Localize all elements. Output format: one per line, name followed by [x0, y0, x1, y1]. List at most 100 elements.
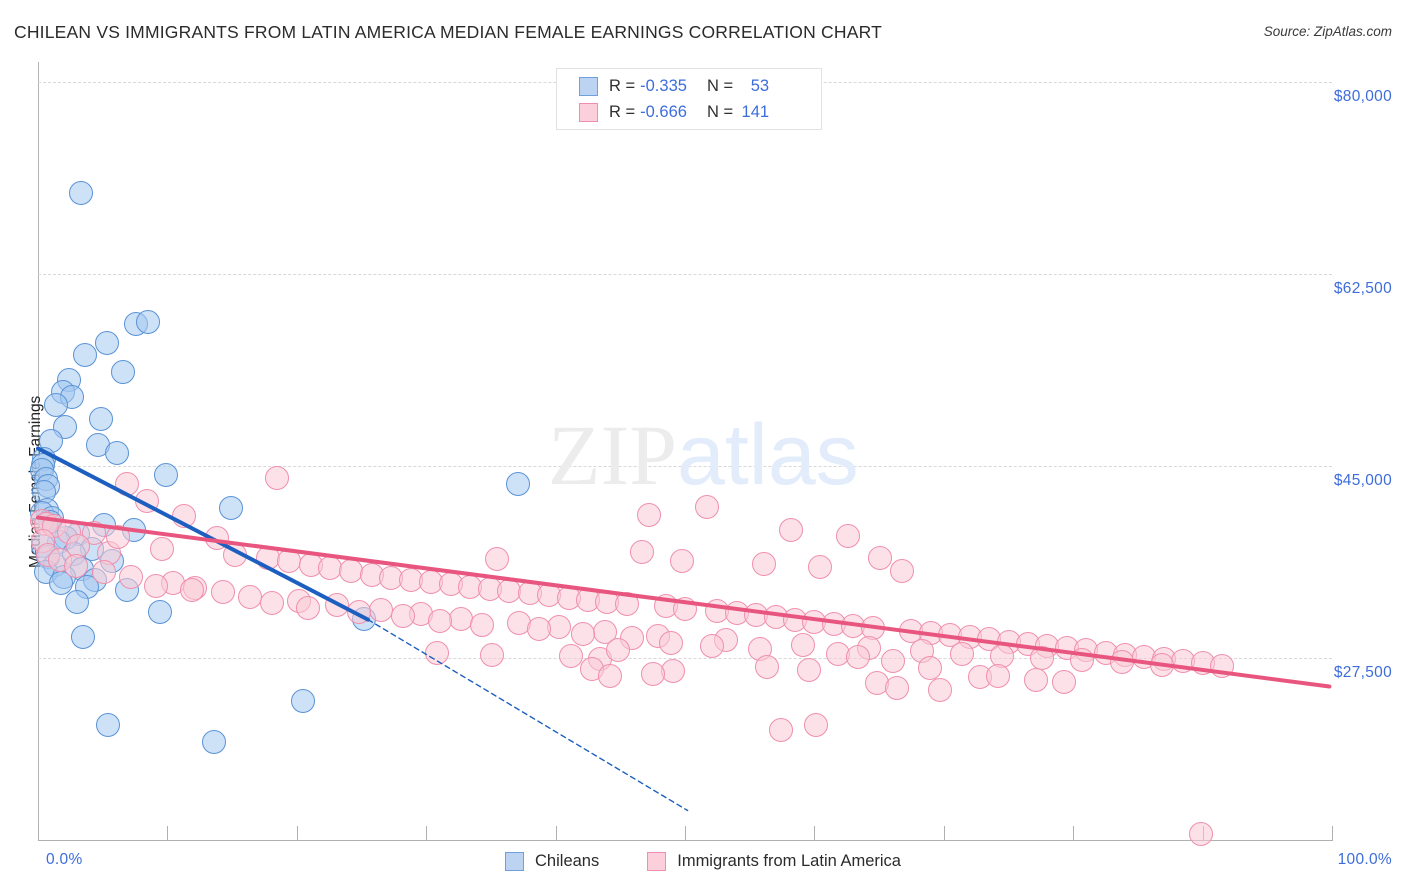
scatter-point-chileans[interactable]	[71, 625, 96, 650]
scatter-point-immigrants[interactable]	[1023, 667, 1048, 692]
scatter-point-immigrants[interactable]	[890, 559, 915, 584]
scatter-point-immigrants[interactable]	[1030, 646, 1055, 670]
scatter-point-chileans[interactable]	[218, 495, 243, 520]
scatter-point-immigrants[interactable]	[115, 471, 140, 496]
scatter-point-immigrants[interactable]	[614, 592, 639, 617]
scatter-point-immigrants[interactable]	[673, 596, 697, 621]
scatter-point-immigrants[interactable]	[605, 638, 630, 663]
scatter-point-chileans[interactable]	[72, 343, 97, 368]
scatter-point-immigrants[interactable]	[296, 595, 321, 620]
scatter-point-immigrants[interactable]	[211, 580, 236, 605]
scatter-point-chileans[interactable]	[291, 688, 316, 713]
scatter-point-immigrants[interactable]	[881, 649, 906, 674]
scatter-point-immigrants[interactable]	[790, 632, 815, 657]
scatter-point-immigrants[interactable]	[547, 615, 572, 640]
scatter-point-immigrants[interactable]	[428, 608, 453, 633]
scatter-point-immigrants[interactable]	[150, 537, 175, 562]
x-axis-tick	[1073, 826, 1074, 841]
scatter-point-immigrants[interactable]	[868, 546, 893, 571]
stats-swatch-immigrants	[579, 102, 598, 122]
scatter-point-immigrants[interactable]	[694, 494, 719, 519]
scatter-point-chileans[interactable]	[89, 406, 114, 431]
scatter-point-immigrants[interactable]	[846, 644, 871, 669]
scatter-point-immigrants[interactable]	[700, 633, 725, 658]
scatter-point-immigrants[interactable]	[265, 466, 290, 491]
scatter-point-immigrants[interactable]	[526, 617, 551, 642]
x-axis-tick	[685, 826, 686, 841]
scatter-point-immigrants[interactable]	[570, 621, 595, 646]
scatter-point-immigrants[interactable]	[751, 551, 776, 576]
scatter-point-immigrants[interactable]	[797, 658, 822, 683]
scatter-point-immigrants[interactable]	[480, 642, 505, 667]
scatter-point-chileans[interactable]	[154, 462, 179, 487]
scatter-point-immigrants[interactable]	[1189, 821, 1214, 846]
scatter-point-immigrants[interactable]	[803, 712, 828, 737]
scatter-point-immigrants[interactable]	[1070, 648, 1095, 673]
scatter-point-immigrants[interactable]	[63, 553, 88, 578]
gridline	[38, 466, 1332, 467]
scatter-point-immigrants[interactable]	[277, 549, 302, 574]
scatter-point-immigrants[interactable]	[469, 613, 494, 638]
scatter-point-immigrants[interactable]	[1052, 670, 1077, 695]
chart-legend: Chileans Immigrants from Latin America	[0, 852, 1406, 871]
scatter-point-chileans[interactable]	[135, 310, 160, 335]
scatter-point-immigrants[interactable]	[836, 524, 861, 549]
scatter-point-immigrants[interactable]	[260, 591, 285, 616]
scatter-point-chileans[interactable]	[506, 471, 531, 496]
scatter-point-immigrants[interactable]	[807, 554, 832, 579]
scatter-point-immigrants[interactable]	[119, 564, 144, 589]
scatter-point-immigrants[interactable]	[1210, 653, 1234, 678]
scatter-point-immigrants[interactable]	[91, 560, 116, 585]
scatter-point-immigrants[interactable]	[179, 577, 204, 602]
x-axis-tick	[38, 826, 39, 841]
scatter-point-immigrants[interactable]	[658, 630, 683, 655]
scatter-point-chileans[interactable]	[111, 359, 136, 384]
scatter-point-immigrants[interactable]	[1150, 652, 1175, 677]
scatter-point-immigrants[interactable]	[222, 542, 247, 567]
watermark-zip: ZIP	[548, 407, 677, 503]
scatter-point-immigrants[interactable]	[424, 640, 449, 665]
scatter-point-chileans[interactable]	[64, 590, 89, 615]
scatter-point-immigrants[interactable]	[927, 677, 952, 702]
scatter-point-immigrants[interactable]	[134, 489, 159, 514]
scatter-point-immigrants[interactable]	[949, 641, 974, 666]
scatter-point-immigrants[interactable]	[885, 675, 910, 700]
scatter-point-immigrants[interactable]	[636, 503, 661, 528]
scatter-point-immigrants[interactable]	[597, 663, 622, 688]
scatter-point-immigrants[interactable]	[172, 504, 197, 529]
scatter-point-immigrants[interactable]	[106, 525, 131, 550]
scatter-point-immigrants[interactable]	[238, 584, 263, 609]
stats-swatch-chileans	[579, 76, 598, 96]
scatter-point-chileans[interactable]	[104, 440, 129, 465]
scatter-point-immigrants[interactable]	[630, 539, 655, 564]
scatter-point-immigrants[interactable]	[559, 643, 584, 668]
scatter-point-immigrants[interactable]	[986, 663, 1011, 688]
scatter-point-chileans[interactable]	[68, 180, 93, 205]
scatter-point-chileans[interactable]	[147, 599, 172, 624]
scatter-point-immigrants[interactable]	[917, 655, 942, 680]
scatter-point-immigrants[interactable]	[346, 599, 371, 624]
scatter-point-immigrants[interactable]	[368, 597, 393, 622]
scatter-point-immigrants[interactable]	[754, 654, 779, 679]
legend-swatch-immigrants	[647, 852, 667, 871]
scatter-point-immigrants[interactable]	[324, 593, 349, 618]
scatter-point-chileans[interactable]	[44, 392, 69, 417]
scatter-point-immigrants[interactable]	[640, 662, 665, 687]
scatter-point-immigrants[interactable]	[670, 549, 695, 574]
scatter-point-immigrants[interactable]	[390, 604, 415, 629]
scatter-point-immigrants[interactable]	[1110, 650, 1135, 675]
scatter-point-immigrants[interactable]	[485, 547, 510, 572]
legend-item-immigrants[interactable]: Immigrants from Latin America	[647, 852, 901, 871]
legend-item-chileans[interactable]: Chileans	[505, 852, 599, 871]
scatter-point-immigrants[interactable]	[143, 573, 168, 598]
scatter-point-chileans[interactable]	[201, 730, 226, 755]
scatter-point-immigrants[interactable]	[768, 718, 793, 743]
x-axis-label-max: 100.0%	[1337, 851, 1392, 868]
scatter-point-chileans[interactable]	[95, 712, 120, 737]
scatter-point-chileans[interactable]	[94, 331, 119, 356]
scatter-point-immigrants[interactable]	[661, 659, 686, 684]
gridline	[38, 274, 1332, 275]
page-title: CHILEAN VS IMMIGRANTS FROM LATIN AMERICA…	[14, 22, 882, 42]
scatter-point-immigrants[interactable]	[779, 517, 804, 542]
